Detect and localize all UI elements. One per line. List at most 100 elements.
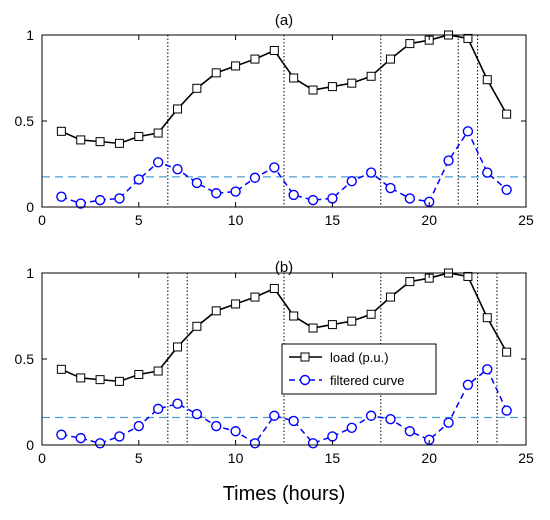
panel-a-tick-layer: 0 5 10 15 20 25 0 0.5 1: [15, 27, 534, 228]
panel-a-load-point-17: [366, 71, 376, 81]
panel-a-filtered-point-10: [230, 186, 241, 197]
panel-b-load-point-9: [211, 306, 221, 316]
legend-load-marker: [300, 352, 310, 362]
panel-a-load-point-15: [327, 82, 337, 92]
panel-b-load-point-16: [347, 316, 357, 326]
panel-b-load-point-7: [173, 342, 183, 352]
panel-a-load-point-1: [56, 126, 66, 136]
panel-a-filtered-point-8: [191, 177, 203, 189]
panel-b-x-tick-label-4: 20: [421, 450, 437, 466]
panel-a-x-tick-label-3: 15: [325, 212, 341, 228]
panel-b-filtered-point-21: [443, 417, 454, 428]
panel-b-filtered-point-5: [133, 420, 145, 432]
panel-a-filtered-point-18: [385, 182, 396, 194]
panel-b-filtered-point-23: [482, 364, 493, 375]
panel-b-filtered-point-10: [230, 426, 241, 437]
panel-b-y-tick-label-1: 0.5: [15, 351, 35, 367]
panel-b-load-point-8: [192, 321, 202, 331]
panel-a-x-tick-label-2: 10: [228, 212, 244, 228]
panel-b-load-point-19: [405, 277, 415, 287]
panel-b-load-point-15: [327, 320, 337, 330]
panel-a-filtered-point-9: [211, 188, 222, 199]
panel-b-series-layer: [56, 268, 512, 449]
panel-b-load-point-10: [231, 299, 241, 309]
legend-filtered-marker: [299, 374, 311, 386]
panel-a-filtered-point-23: [482, 167, 493, 178]
panel-b-load-point-11: [250, 292, 260, 302]
panel-b-filtered-point-9: [211, 420, 222, 432]
panel-b-load-point-14: [308, 323, 318, 333]
panel-a-y-tick-label-2: 1: [26, 27, 34, 43]
panel-a-load-point-4: [114, 138, 124, 148]
panel-a-load-point-16: [347, 78, 357, 88]
panel-b-load-point-18: [385, 292, 395, 302]
panel-a-filtered-point-4: [114, 193, 125, 204]
panel-a-load-point-3: [95, 137, 105, 147]
panel-b-x-tick-label-1: 5: [135, 450, 143, 466]
panel-a-filtered-point-11: [249, 172, 261, 183]
panel-b-x-tick-label-0: 0: [38, 450, 46, 466]
panel-a-filtered-point-2: [75, 198, 86, 209]
panel-b-filtered-point-12: [269, 410, 280, 421]
panel-a-filtered-point-15: [327, 193, 338, 204]
panel-b-filtered-point-3: [94, 438, 106, 449]
panel-a-filtered-point-19: [404, 193, 416, 204]
panel-b-filtered-point-14: [307, 438, 319, 449]
panel-b-filtered-point-15: [327, 431, 338, 442]
panel-a-y-tick-label-1: 0.5: [15, 113, 35, 129]
panel-b-title: (b): [275, 259, 293, 276]
panel-b-x-tick-label-2: 10: [228, 450, 244, 466]
panel-a-load-point-2: [76, 135, 86, 145]
panel-a-filtered-point-17: [365, 167, 377, 178]
panel-a-load-point-5: [134, 131, 144, 141]
x-axis-label: Times (hours): [223, 483, 346, 505]
panel-a-series-layer: [56, 30, 512, 209]
panel-b-load-point-2: [76, 373, 86, 383]
panel-b-filtered-point-22: [462, 379, 474, 390]
panel-b-x-tick-label-3: 15: [325, 450, 341, 466]
panel-a-load-point-9: [211, 68, 221, 78]
panel-b-load-point-13: [289, 311, 299, 321]
panel-a-x-tick-label-5: 25: [518, 212, 534, 228]
panel-a-filtered-point-16: [346, 175, 357, 187]
panel-a-load-point-19: [405, 39, 415, 49]
panel-b-y-tick-label-0: 0: [26, 437, 34, 453]
panel-a-filtered-point-22: [462, 126, 474, 137]
panel-a-filtered-point-13: [288, 189, 299, 201]
panel-b-load-point-22: [463, 271, 473, 281]
panel-a-filtered-point-6: [152, 157, 164, 168]
panel-b-x-tick-label-5: 25: [518, 450, 534, 466]
panel-a-filtered-point-7: [172, 163, 183, 175]
panel-a-x-tick-label-4: 20: [421, 212, 437, 228]
panel-a-load-point-8: [192, 83, 202, 93]
panel-b-tick-layer: 0 5 10 15 20 25 0 0.5 1: [15, 265, 534, 466]
panel-a-filtered-point-5: [133, 174, 145, 185]
panel-a-load-point-6: [153, 128, 163, 138]
panel-b-filtered-point-1: [56, 429, 67, 440]
panel-a-load-point-24: [502, 109, 512, 119]
panel-a-load-point-14: [308, 85, 318, 95]
panel-b-load-point-4: [114, 376, 124, 386]
legend-box: [281, 343, 437, 395]
panel-b-load-point-6: [153, 366, 163, 376]
panel-b-filtered-point-18: [385, 414, 396, 425]
panel-b-filtered-point-8: [191, 408, 203, 420]
legend-filtered-label: filtered curve: [330, 373, 404, 388]
panel-b-load-point-1: [56, 364, 66, 374]
panel-a-filtered-point-24: [501, 184, 512, 196]
panel-b-filtered-point-7: [172, 398, 183, 409]
panel-a-filtered-point-21: [443, 155, 454, 166]
panel-a-x-tick-label-0: 0: [38, 212, 46, 228]
panel-b-filtered-point-2: [75, 432, 86, 444]
panel-a-filtered-point-3: [94, 194, 106, 206]
panel-a-load-point-7: [173, 104, 183, 114]
panel-a-load-point-10: [231, 61, 241, 71]
panel-b-load-point-17: [366, 309, 376, 319]
panel-b-load-point-3: [95, 375, 105, 385]
panel-b-filtered-point-16: [346, 422, 357, 433]
panel-b-load-point-5: [134, 369, 144, 379]
panel-a-filtered-point-12: [269, 162, 280, 173]
panel-b-y-tick-label-2: 1: [26, 265, 34, 281]
panel-b-load-point-23: [482, 313, 492, 323]
